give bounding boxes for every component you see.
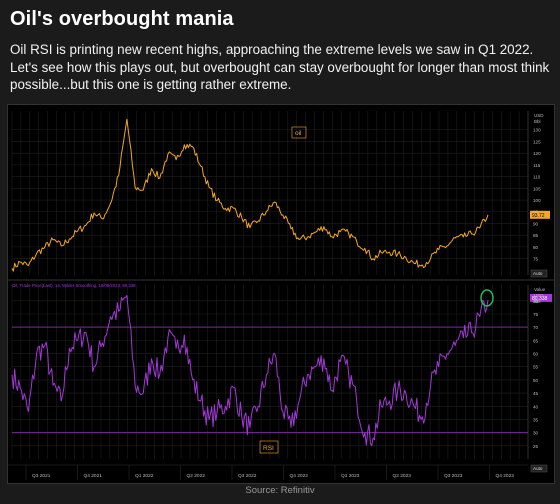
oil-unit-label: Bbl bbox=[534, 119, 541, 124]
rsi-unit-label: Bbl bbox=[534, 299, 541, 304]
x-quarter-label: Q1 2023 bbox=[341, 473, 360, 479]
rsi-y-tick-label: 55 bbox=[533, 365, 539, 370]
rsi-in-plot-label: RSI bbox=[263, 445, 274, 452]
x-quarter-label: Q2 2022 bbox=[187, 473, 206, 479]
x-quarter-label: Q3 2022 bbox=[238, 473, 257, 479]
oil-last-price-label: 93.72 bbox=[532, 213, 545, 219]
oil-label-box bbox=[291, 126, 307, 139]
x-quarter-label: Q4 2021 bbox=[84, 473, 103, 479]
x-quarter-label: Q2 2023 bbox=[393, 473, 412, 479]
rsi-unit-label: USD bbox=[534, 293, 544, 298]
rsi-y-tick-label: 75 bbox=[533, 312, 539, 317]
rsi-label-box bbox=[259, 440, 279, 454]
chart-svg: 75 80 85 90 95 100 105 110 115 120 125 130 25 30 35 40 4… bbox=[8, 111, 554, 480]
oil-y-tick-label: 80 bbox=[533, 245, 539, 250]
rsi-y-tick-label: 65 bbox=[533, 338, 539, 343]
oil-y-tick-label: 115 bbox=[533, 163, 541, 168]
highlight-circle bbox=[480, 289, 494, 307]
rsi-y-tick-label: 80 bbox=[533, 299, 539, 304]
source-caption: Source: Refinitiv bbox=[245, 485, 315, 496]
page-description: Oil RSI is printing new recent highs, ap… bbox=[10, 42, 550, 92]
x-quarter-label: Q3 2021 bbox=[32, 473, 51, 479]
chart-frame: 75 80 85 90 95 100 105 110 115 120 125 130 25 30 35 40 4… bbox=[7, 104, 555, 484]
oil-y-tick-label: 105 bbox=[533, 186, 541, 191]
rsi-auto-scale-box bbox=[530, 464, 548, 473]
oil-price-line bbox=[11, 118, 489, 272]
rsi-y-tick-label: 50 bbox=[533, 378, 539, 383]
rsi-y-tick-label: 70 bbox=[533, 325, 539, 330]
oil-y-tick-label: 120 bbox=[533, 151, 541, 156]
oil-auto-scale-box bbox=[530, 269, 548, 278]
rsi-legend-text: Oil, Trade Price(Last), 14, Wilder Smoot… bbox=[12, 283, 136, 288]
rsi-auto-scale-label: Auto bbox=[533, 466, 543, 471]
rsi-unit-label: Value bbox=[534, 287, 546, 292]
oil-in-plot-label: oil bbox=[295, 130, 302, 137]
x-quarter-label: Q1 2022 bbox=[135, 473, 154, 479]
oil-y-tick-label: 125 bbox=[533, 139, 541, 144]
oil-unit-label: USD bbox=[534, 113, 544, 118]
rsi-y-tick-label: 30 bbox=[533, 431, 539, 436]
rsi-y-tick-label: 25 bbox=[533, 444, 539, 449]
oil-y-tick-label: 90 bbox=[533, 221, 539, 226]
oil-y-tick-label: 100 bbox=[533, 198, 541, 203]
oil-y-tick-label: 95 bbox=[533, 210, 539, 215]
oil-y-tick-label: 85 bbox=[533, 233, 539, 238]
rsi-y-tick-label: 35 bbox=[533, 417, 539, 422]
rsi-y-tick-label: 60 bbox=[533, 352, 539, 357]
x-quarter-label: Q4 2022 bbox=[290, 473, 309, 479]
rsi-y-tick-label: 45 bbox=[533, 391, 539, 396]
oil-last-price-tag bbox=[530, 210, 550, 219]
oil-auto-scale-label: Auto bbox=[533, 271, 543, 276]
oil-y-tick-label: 75 bbox=[533, 257, 539, 262]
rsi-line bbox=[11, 295, 489, 447]
x-quarter-label: Q3 2023 bbox=[444, 473, 463, 479]
x-quarter-label: Q4 2023 bbox=[496, 473, 515, 479]
rsi-y-tick-label: 40 bbox=[533, 404, 539, 409]
oil-y-tick-label: 130 bbox=[533, 128, 541, 133]
oil-y-tick-label: 110 bbox=[533, 175, 541, 180]
rsi-last-value-tag bbox=[530, 293, 552, 302]
rsi-last-value-label: 80.338 bbox=[532, 296, 548, 302]
page-title: Oil's overbought mania bbox=[10, 8, 234, 30]
